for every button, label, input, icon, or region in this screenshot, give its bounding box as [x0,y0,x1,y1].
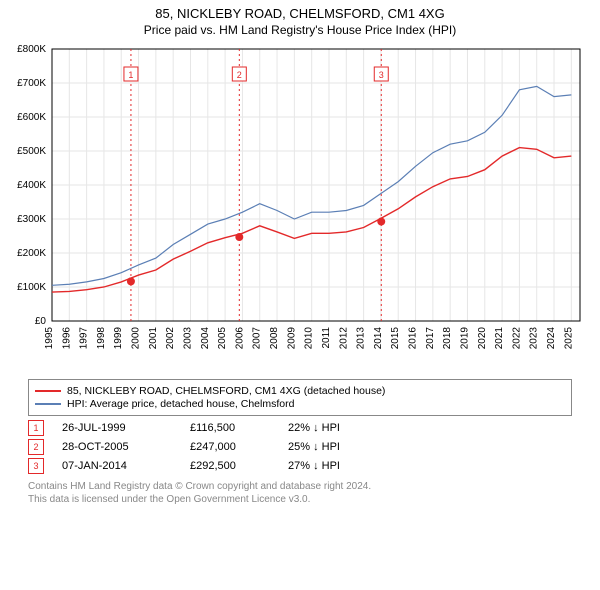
svg-text:3: 3 [379,70,384,80]
svg-text:£100K: £100K [17,282,46,293]
svg-text:£800K: £800K [17,44,46,55]
svg-text:2013: 2013 [356,327,367,350]
svg-text:£400K: £400K [17,180,46,191]
legend: 85, NICKLEBY ROAD, CHELMSFORD, CM1 4XG (… [28,379,572,416]
sale-price: £247,000 [190,441,270,453]
svg-text:2009: 2009 [286,327,297,350]
svg-text:2006: 2006 [234,327,245,350]
svg-text:1995: 1995 [44,327,55,350]
svg-text:2007: 2007 [252,327,263,350]
svg-text:1999: 1999 [113,327,124,350]
svg-text:2025: 2025 [563,327,574,350]
sale-pct: 22% ↓ HPI [288,422,378,434]
svg-text:2003: 2003 [182,327,193,350]
svg-text:2: 2 [237,70,242,80]
svg-text:2014: 2014 [373,327,384,350]
svg-text:£200K: £200K [17,248,46,259]
svg-text:2015: 2015 [390,327,401,350]
chart-title: 85, NICKLEBY ROAD, CHELMSFORD, CM1 4XG [0,6,600,21]
svg-text:1996: 1996 [61,327,72,350]
svg-text:£300K: £300K [17,214,46,225]
svg-text:2011: 2011 [321,327,332,349]
chart-subtitle: Price paid vs. HM Land Registry's House … [0,23,600,37]
legend-swatch-property [35,390,61,392]
chart-container: 85, NICKLEBY ROAD, CHELMSFORD, CM1 4XG P… [0,6,600,506]
sale-pct: 27% ↓ HPI [288,460,378,472]
sale-pct: 25% ↓ HPI [288,441,378,453]
sale-marker-box: 1 [28,420,44,436]
svg-text:2000: 2000 [131,327,142,350]
svg-text:2008: 2008 [269,327,280,350]
svg-text:2023: 2023 [529,327,540,350]
legend-label-property: 85, NICKLEBY ROAD, CHELMSFORD, CM1 4XG (… [67,385,385,397]
svg-text:2017: 2017 [425,327,436,350]
footer-line2: This data is licensed under the Open Gov… [28,493,572,506]
legend-row-property: 85, NICKLEBY ROAD, CHELMSFORD, CM1 4XG (… [35,385,565,397]
svg-text:2018: 2018 [442,327,453,350]
svg-text:2024: 2024 [546,327,557,350]
footer-line1: Contains HM Land Registry data © Crown c… [28,480,572,493]
svg-text:1997: 1997 [79,327,90,350]
sale-marker-box: 2 [28,439,44,455]
sale-marker-box: 3 [28,458,44,474]
sales-row: 2 28-OCT-2005 £247,000 25% ↓ HPI [28,439,572,455]
svg-text:2002: 2002 [165,327,176,350]
svg-text:2022: 2022 [511,327,522,350]
price-chart: £0 £100K £200K £300K £400K £500K £600K £700K £80… [0,43,600,373]
svg-text:£700K: £700K [17,78,46,89]
sale-date: 07-JAN-2014 [62,460,172,472]
sales-row: 3 07-JAN-2014 £292,500 27% ↓ HPI [28,458,572,474]
sales-row: 1 26-JUL-1999 £116,500 22% ↓ HPI [28,420,572,436]
sales-table: 1 26-JUL-1999 £116,500 22% ↓ HPI 2 28-OCT-200… [28,420,572,474]
legend-swatch-hpi [35,403,61,405]
sale-date: 28-OCT-2005 [62,441,172,453]
svg-text:1: 1 [128,70,133,80]
sale-date: 26-JUL-1999 [62,422,172,434]
svg-text:2016: 2016 [408,327,419,350]
sale-price: £116,500 [190,422,270,434]
svg-text:£600K: £600K [17,112,46,123]
svg-text:2001: 2001 [148,327,159,350]
svg-text:2010: 2010 [304,327,315,350]
legend-row-hpi: HPI: Average price, detached house, Chel… [35,398,565,410]
svg-text:£500K: £500K [17,146,46,157]
footer: Contains HM Land Registry data © Crown c… [28,480,572,506]
svg-text:2020: 2020 [477,327,488,350]
legend-label-hpi: HPI: Average price, detached house, Chel… [67,398,294,410]
svg-text:£0: £0 [35,316,47,327]
sale-price: £292,500 [190,460,270,472]
svg-text:2012: 2012 [338,327,349,350]
svg-text:2005: 2005 [217,327,228,350]
svg-text:2004: 2004 [200,327,211,350]
svg-text:2021: 2021 [494,327,505,350]
svg-text:2019: 2019 [459,327,470,350]
svg-text:1998: 1998 [96,327,107,350]
